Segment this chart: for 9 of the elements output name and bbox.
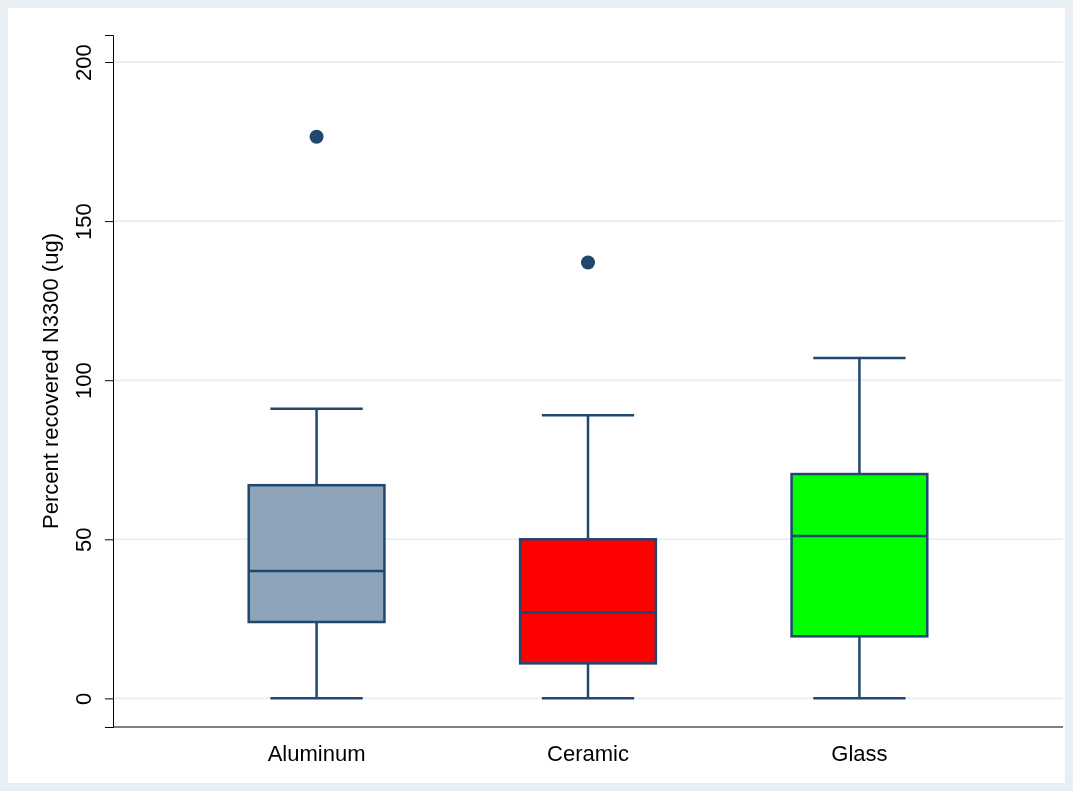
y-tick-label: 0 [71,692,96,705]
y-tick-label: 50 [71,527,96,553]
x-tick-label: Aluminum [267,740,366,766]
y-axis-title: Percent recovered N3300 (ug) [38,233,63,529]
y-tick-label: 100 [71,362,96,400]
x-tick-label: Glass [831,740,888,766]
x-tick-label: Ceramic [547,740,629,766]
y-tick-label: 200 [71,44,96,81]
y-tick-label: 150 [71,203,96,240]
